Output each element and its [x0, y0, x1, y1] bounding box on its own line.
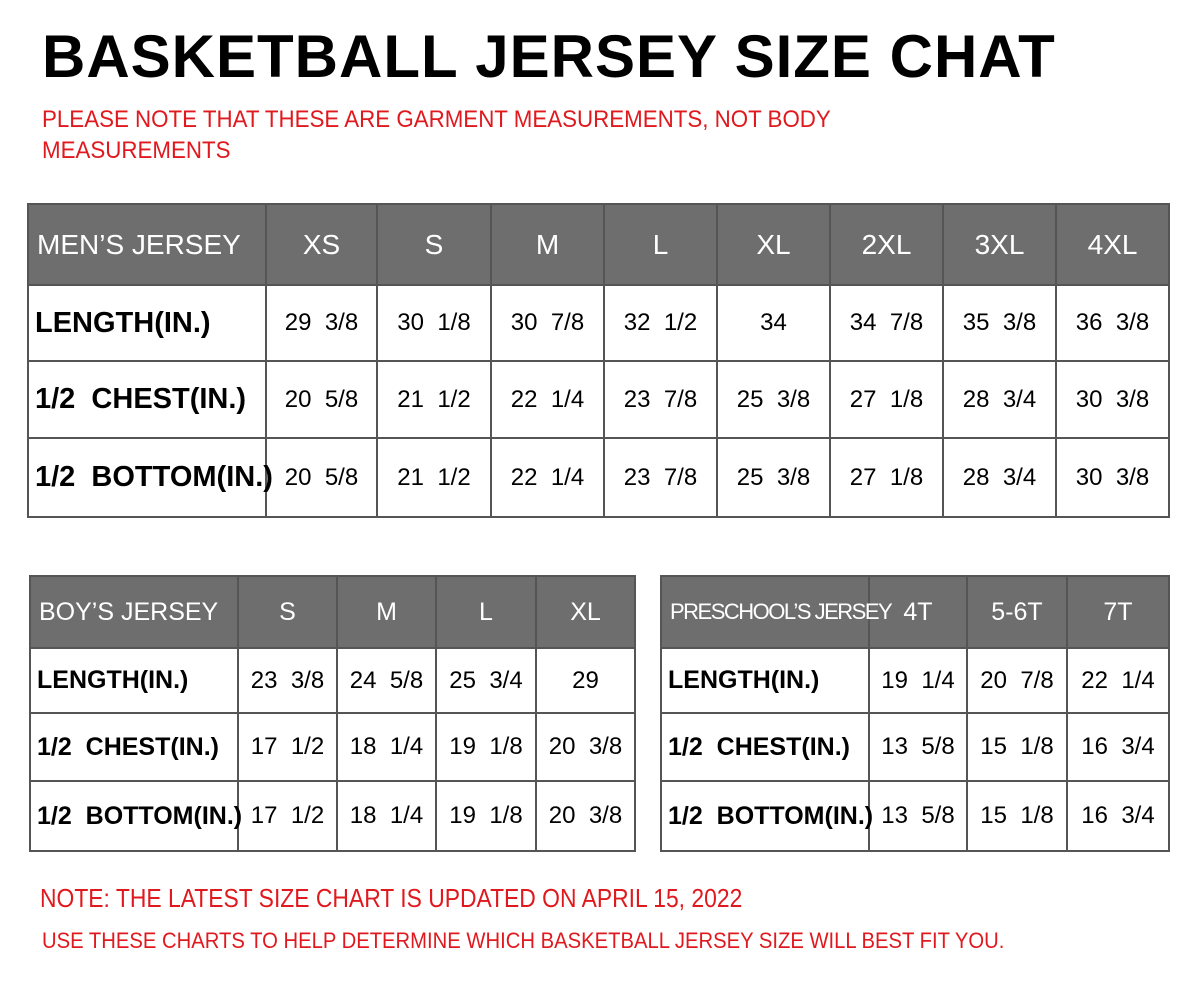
measurement-cell: 22 1/4	[1066, 647, 1170, 714]
measurement-cell: 16 3/4	[1066, 712, 1170, 782]
measurement-cell: 15 1/8	[966, 780, 1068, 852]
measurement-label: 1/2 CHEST(IN.)	[27, 360, 267, 439]
measurement-cell: 35 3/8	[942, 284, 1057, 362]
measurement-cell: 22 1/4	[490, 437, 605, 518]
table-row: LENGTH(IN.) 23 3/8 24 5/8 25 3/4 29	[29, 647, 636, 714]
size-header: 3XL	[942, 203, 1057, 286]
size-header: L	[435, 575, 537, 649]
measurement-cell: 19 1/8	[435, 780, 537, 852]
page-title: BASKETBALL JERSEY SIZE CHAT	[42, 23, 1056, 90]
table-row: 1/2 CHEST(IN.) 17 1/2 18 1/4 19 1/8 20 3/8	[29, 712, 636, 782]
measurement-label: LENGTH(IN.)	[660, 647, 870, 714]
size-header: M	[336, 575, 437, 649]
table-title: BOY’S JERSEY	[29, 575, 239, 649]
measurement-cell: 16 3/4	[1066, 780, 1170, 852]
measurement-cell: 23 7/8	[603, 437, 718, 518]
size-header: S	[237, 575, 338, 649]
garment-note: PLEASE NOTE THAT THESE ARE GARMENT MEASU…	[42, 106, 831, 164]
measurement-cell: 17 1/2	[237, 780, 338, 852]
measurement-cell: 19 1/4	[868, 647, 968, 714]
table-row: 1/2 CHEST(IN.) 20 5/8 21 1/2 22 1/4 23 7/8 25…	[27, 360, 1170, 439]
measurement-cell: 20 7/8	[966, 647, 1068, 714]
measurement-cell: 15 1/8	[966, 712, 1068, 782]
measurement-cell: 25 3/8	[716, 437, 831, 518]
header-row: MEN’S JERSEY XS S M L XL 2XL 3XL 4XL	[27, 203, 1170, 286]
measurement-cell: 23 3/8	[237, 647, 338, 714]
measurement-label: 1/2 CHEST(IN.)	[660, 712, 870, 782]
measurement-cell: 32 1/2	[603, 284, 718, 362]
size-header: 4XL	[1055, 203, 1170, 286]
measurement-cell: 20 5/8	[265, 360, 378, 439]
measurement-cell: 20 5/8	[265, 437, 378, 518]
measurement-cell: 30 7/8	[490, 284, 605, 362]
size-header: 2XL	[829, 203, 944, 286]
measurement-cell: 25 3/8	[716, 360, 831, 439]
size-header: XS	[265, 203, 378, 286]
size-header: 7T	[1066, 575, 1170, 649]
size-header: M	[490, 203, 605, 286]
table-row: LENGTH(IN.) 19 1/4 20 7/8 22 1/4	[660, 647, 1170, 714]
measurement-label: 1/2 BOTTOM(IN.)	[27, 437, 273, 518]
measurement-cell: 20 3/8	[535, 712, 636, 782]
measurement-cell: 34 7/8	[829, 284, 944, 362]
measurement-label: 1/2 BOTTOM(IN.)	[29, 780, 242, 852]
measurement-cell: 28 3/4	[942, 437, 1057, 518]
header-row: PRESCHOOL’S JERSEY 4T 5-6T 7T	[660, 575, 1170, 649]
measurement-label: 1/2 BOTTOM(IN.)	[660, 780, 873, 852]
header-row: BOY’S JERSEY S M L XL	[29, 575, 636, 649]
measurement-cell: 19 1/8	[435, 712, 537, 782]
measurement-cell: 18 1/4	[336, 780, 437, 852]
table-row: 1/2 BOTTOM(IN.) 17 1/2 18 1/4 19 1/8 20 3/8	[29, 780, 636, 852]
measurement-cell: 34	[716, 284, 831, 362]
measurement-cell: 36 3/8	[1055, 284, 1170, 362]
mens-size-table: MEN’S JERSEY XS S M L XL 2XL 3XL 4XL LENGTH(IN.) 2…	[27, 203, 1170, 518]
measurement-cell: 28 3/4	[942, 360, 1057, 439]
measurement-cell: 21 1/2	[376, 360, 492, 439]
measurement-label: 1/2 CHEST(IN.)	[29, 712, 239, 782]
size-header: 5-6T	[966, 575, 1068, 649]
measurement-cell: 13 5/8	[868, 712, 968, 782]
size-header: XL	[716, 203, 831, 286]
update-note: NOTE: THE LATEST SIZE CHART IS UPDATED O…	[40, 883, 743, 913]
measurement-cell: 30 3/8	[1055, 360, 1170, 439]
size-header: S	[376, 203, 492, 286]
table-row: 1/2 BOTTOM(IN.) 20 5/8 21 1/2 22 1/4 23 7/8 2…	[27, 437, 1170, 518]
size-header: L	[603, 203, 718, 286]
fit-note: USE THESE CHARTS TO HELP DETERMINE WHICH…	[42, 928, 1005, 953]
measurement-label: LENGTH(IN.)	[29, 647, 239, 714]
measurement-cell: 27 1/8	[829, 360, 944, 439]
measurement-cell: 23 7/8	[603, 360, 718, 439]
measurement-cell: 22 1/4	[490, 360, 605, 439]
measurement-cell: 13 5/8	[868, 780, 968, 852]
measurement-label: LENGTH(IN.)	[27, 284, 267, 362]
measurement-cell: 21 1/2	[376, 437, 492, 518]
table-row: 1/2 BOTTOM(IN.) 13 5/8 15 1/8 16 3/4	[660, 780, 1170, 852]
measurement-cell: 30 1/8	[376, 284, 492, 362]
table-row: LENGTH(IN.) 29 3/8 30 1/8 30 7/8 32 1/2 34 34 …	[27, 284, 1170, 362]
measurement-cell: 20 3/8	[535, 780, 636, 852]
size-header: 4T	[868, 575, 968, 649]
size-header: XL	[535, 575, 636, 649]
measurement-cell: 29	[535, 647, 636, 714]
measurement-cell: 17 1/2	[237, 712, 338, 782]
preschool-size-table: PRESCHOOL’S JERSEY 4T 5-6T 7T LENGTH(IN.) 19 …	[660, 575, 1170, 852]
measurement-cell: 24 5/8	[336, 647, 437, 714]
table-title: MEN’S JERSEY	[27, 203, 267, 286]
measurement-cell: 29 3/8	[265, 284, 378, 362]
measurement-cell: 30 3/8	[1055, 437, 1170, 518]
boys-size-table: BOY’S JERSEY S M L XL LENGTH(IN.) 23 3/8 24 5/8…	[29, 575, 636, 852]
table-title: PRESCHOOL’S JERSEY	[660, 575, 893, 649]
measurement-cell: 18 1/4	[336, 712, 437, 782]
table-row: 1/2 CHEST(IN.) 13 5/8 15 1/8 16 3/4	[660, 712, 1170, 782]
measurement-cell: 27 1/8	[829, 437, 944, 518]
measurement-cell: 25 3/4	[435, 647, 537, 714]
